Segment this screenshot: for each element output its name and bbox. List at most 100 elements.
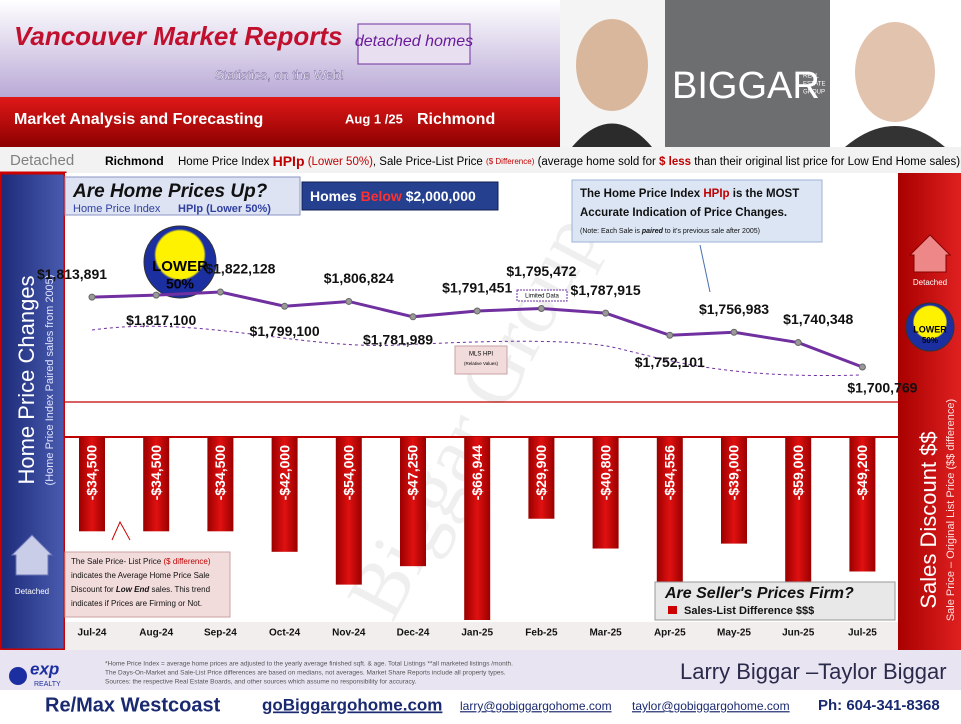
agents: Larry Biggar –Taylor Biggar [680, 659, 947, 684]
discount-note: Discount for Low End sales. This trend [71, 585, 210, 594]
sub-part: Home Price Index [178, 156, 270, 168]
site-title: Vancouver Market Reports [14, 21, 342, 51]
note-part: sales. This trend [151, 585, 210, 594]
hpi-point [537, 304, 545, 312]
x-axis-band [65, 622, 898, 650]
line-title-box [64, 176, 301, 216]
limited-data: Limited Data [525, 294, 559, 300]
house-icon [908, 234, 952, 273]
tagline: Statistics, on the Web! [215, 67, 344, 82]
mls-label: MLS HPI [469, 352, 493, 358]
footnote: Sources: the respective Real Estate Boar… [105, 679, 417, 686]
hpi-point [88, 293, 96, 301]
area: Richmond [417, 111, 495, 128]
x-tick-label: Mar-25 [589, 628, 622, 639]
right-tag: Detached [913, 278, 947, 287]
x-tick-label: Jan-25 [461, 628, 493, 639]
hpi-label: $1,822,128 [205, 261, 275, 277]
hpi-point [409, 313, 417, 321]
bar-label: -$34,500 [148, 445, 164, 500]
banner: Market Analysis and Forecasting [14, 111, 263, 128]
hpi-note: (Note: Each Sale is paired to it's previ… [580, 228, 760, 235]
report-date: Aug 1 /25 [345, 111, 403, 126]
logo-sub: GROUP [803, 90, 825, 96]
hpi-label: $1,817,100 [126, 312, 196, 328]
website[interactable]: goBiggargohome.com [262, 695, 442, 714]
sub-desc: Home Price Index HPIp (Lower 50%), Sale … [178, 153, 960, 169]
filter-part: Below [361, 188, 402, 204]
sub-part: , Sale Price-List Price [373, 156, 483, 168]
discount-bar [271, 437, 298, 552]
x-tick-label: May-25 [717, 628, 751, 639]
logo-bg [665, 0, 830, 147]
discount-bar [335, 437, 362, 585]
logo: BIGGAR [672, 65, 820, 107]
bar-label: -$66,944 [469, 445, 485, 500]
email[interactable]: taylor@gobiggargohome.com [632, 699, 790, 713]
bar-label: -$47,250 [405, 445, 421, 500]
bar-label: -$39,000 [726, 445, 742, 500]
right-badge [905, 302, 955, 352]
legend-label: HPIp (Lower 50%) [178, 203, 271, 215]
x-tick-label: Oct-24 [269, 628, 301, 639]
bar-label: -$29,900 [533, 445, 549, 500]
banner-bg [0, 97, 560, 147]
hpi-label: $1,795,472 [506, 263, 576, 279]
mls-box [454, 345, 508, 375]
footer-bg [0, 650, 961, 690]
left-subtitle: (Home Price Index Paired sales from 2005… [44, 275, 56, 486]
sub-part: $ less [659, 156, 691, 168]
hpi-label: $1,813,891 [37, 266, 107, 282]
discount-bar [79, 437, 105, 532]
logo-sub: REAL [803, 74, 819, 80]
sub-part: (average home sold for [538, 156, 656, 168]
discount-note: indicates if Prices are Firming or Not. [71, 599, 202, 608]
bar-label: -$49,200 [854, 445, 870, 500]
photo-1-body [572, 123, 652, 147]
hpi-label: $1,700,769 [847, 380, 917, 396]
subheader-bg [0, 147, 961, 173]
hpi-note: Accurate Indication of Price Changes. [580, 207, 787, 219]
line-subtitle: Home Price Index [73, 203, 161, 215]
badge-box [357, 23, 471, 65]
hpi-label: $1,756,983 [699, 301, 769, 317]
note-part: HPIp [703, 188, 729, 200]
note-part: to it's previous sale after 2005) [665, 228, 760, 235]
discount-bar [785, 437, 812, 599]
mls-hpi-trend [91, 325, 861, 377]
filter-part: $2,000,000 [406, 188, 476, 204]
email[interactable]: larry@gobiggargohome.com [460, 699, 612, 713]
bar-label: -$54,000 [341, 445, 357, 500]
legend-label: Sales-List Difference $$$ [684, 605, 814, 617]
photo-2-face [855, 22, 935, 122]
sub-part: HPIp [273, 153, 305, 169]
hpi-label: $1,787,915 [571, 282, 641, 298]
filter-text: Homes Below $2,000,000 [310, 188, 476, 204]
left-title: Home Price Changes [14, 275, 39, 484]
brand: REALTY [34, 681, 61, 688]
hpi-label: $1,791,451 [442, 280, 512, 296]
note-part: paired [641, 228, 664, 235]
discount-bar [849, 437, 876, 572]
right-badge-text: 50% [922, 336, 938, 345]
bar-label: -$34,500 [84, 445, 100, 500]
note-part: Discount for [71, 585, 114, 594]
note-part: Low End [116, 585, 150, 594]
phone: Ph: 604-341-8368 [818, 697, 940, 714]
hpi-note: The Home Price Index HPIp is the MOST [580, 188, 799, 200]
hpi-point [666, 331, 674, 339]
note-arrow [111, 520, 131, 541]
limited-box [516, 289, 568, 302]
x-tick-label: Feb-25 [525, 628, 558, 639]
note-part: (Note: Each Sale is [580, 228, 640, 235]
x-tick-label: Jul-25 [848, 628, 877, 639]
discount-bar [400, 437, 426, 567]
discount-bar [464, 437, 491, 620]
footnote: The Days-On-Market and Sale-List Price d… [105, 670, 506, 677]
bar-label: -$54,556 [662, 445, 678, 500]
discount-bar [143, 437, 170, 532]
sub-part: (Lower 50%) [308, 156, 373, 168]
right-title: Sales Discount $$ [916, 431, 941, 608]
discount-note-box [64, 551, 231, 618]
